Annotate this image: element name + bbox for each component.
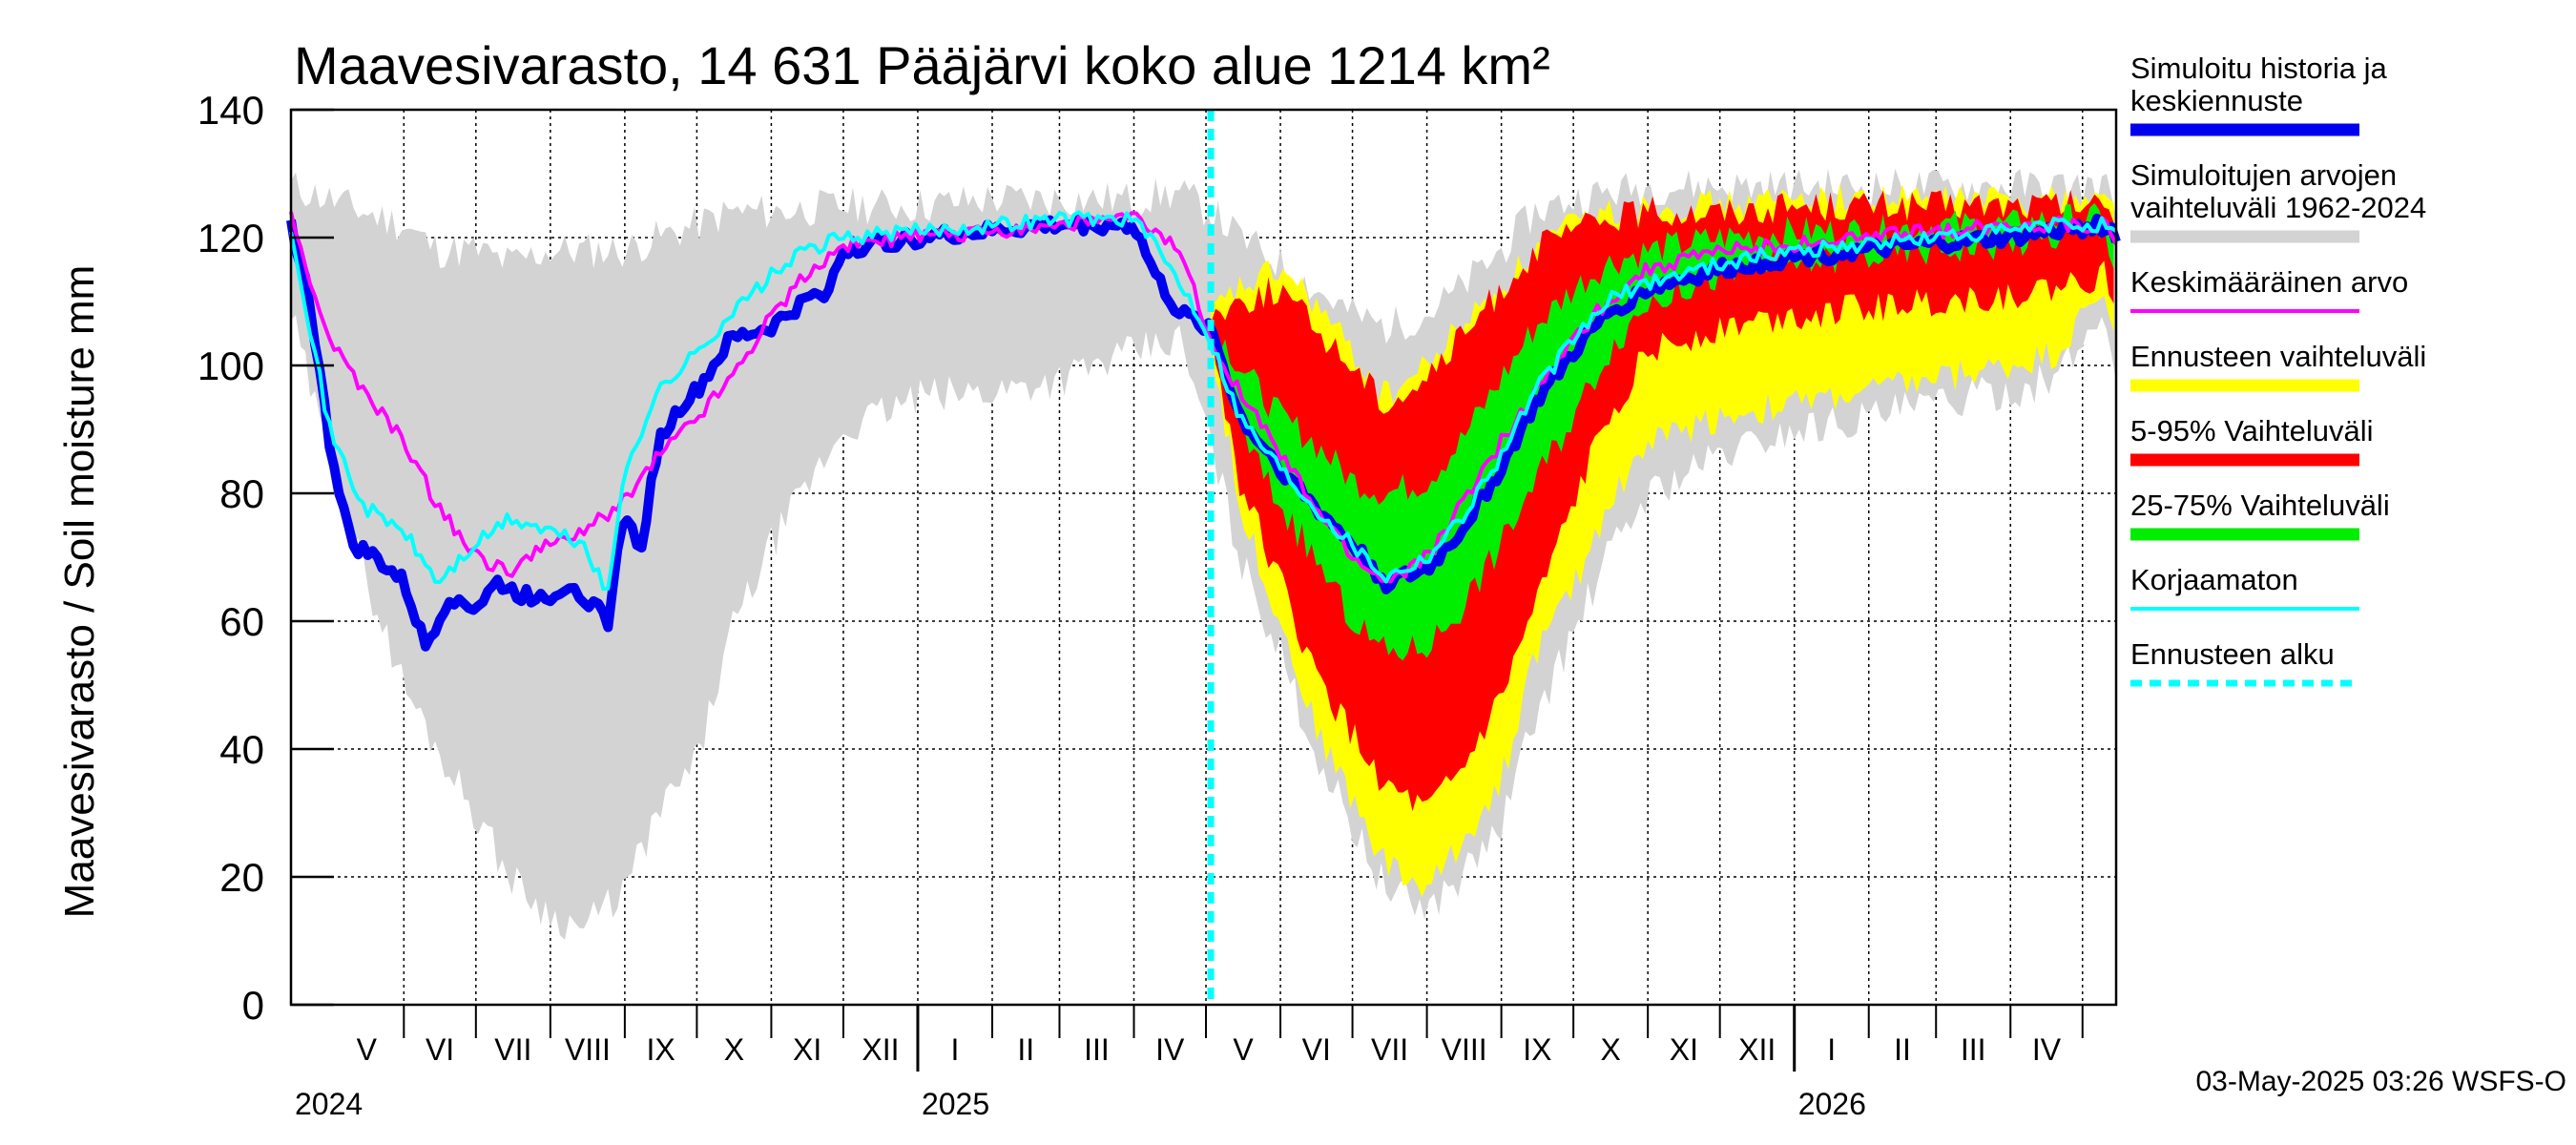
legend-item: Korjaamaton: [2130, 563, 2359, 611]
month-label: X: [724, 1032, 744, 1067]
legend-label: vaihteluväli 1962-2024: [2130, 191, 2426, 224]
year-label: 2024: [295, 1087, 363, 1121]
legend-label: Simuloitu historia ja: [2130, 52, 2388, 85]
legend-label: keskiennuste: [2130, 84, 2303, 117]
month-label: IV: [1155, 1032, 1185, 1067]
month-label: X: [1600, 1032, 1620, 1067]
month-label: VIII: [565, 1032, 611, 1067]
legend-item: 25-75% Vaihteluväli: [2130, 489, 2390, 541]
month-label: VIII: [1442, 1032, 1487, 1067]
legend: Simuloitu historia jakeskiennusteSimuloi…: [2130, 52, 2426, 687]
legend-label: Ennusteen vaihteluväli: [2130, 340, 2426, 373]
month-label: VI: [426, 1032, 454, 1067]
y-tick-label: 80: [219, 471, 264, 516]
month-label: I: [951, 1032, 960, 1067]
month-label: XII: [1738, 1032, 1776, 1067]
y-tick-label: 20: [219, 855, 264, 900]
y-tick-label: 100: [197, 344, 264, 388]
month-label: I: [1827, 1032, 1836, 1067]
y-axis-label: Maavesivarasto / Soil moisture mm: [56, 265, 103, 919]
y-tick-label: 40: [219, 727, 264, 772]
month-label: III: [1084, 1032, 1110, 1067]
month-label: V: [357, 1032, 378, 1067]
legend-item: Ennusteen vaihteluväli: [2130, 340, 2426, 392]
month-label: IX: [1523, 1032, 1551, 1067]
legend-label: Korjaamaton: [2130, 563, 2298, 596]
legend-item: Keskimääräinen arvo: [2130, 265, 2408, 313]
x-axis: V VI VII VIII IX X XI XII I II III IV V VI VII VIII IX X X…: [295, 1005, 2084, 1121]
month-label: XI: [793, 1032, 821, 1067]
data-series: [286, 168, 2121, 940]
month-label: V: [1233, 1032, 1254, 1067]
month-label: IX: [647, 1032, 675, 1067]
legend-label: 5-95% Vaihteluväli: [2130, 414, 2373, 448]
legend-item: Ennusteen alku: [2130, 637, 2359, 687]
month-label: XI: [1670, 1032, 1698, 1067]
month-label: II: [1894, 1032, 1911, 1067]
month-label: VII: [494, 1032, 531, 1067]
series-line-5: [289, 211, 2118, 584]
plot-frame: [289, 108, 2118, 1007]
y-tick-label: 140: [197, 88, 264, 133]
month-label: XII: [862, 1032, 899, 1067]
series-line-6: [289, 210, 2118, 592]
month-label: II: [1017, 1032, 1034, 1067]
y-tick-label: 60: [219, 599, 264, 644]
legend-label: Ennusteen alku: [2130, 637, 2335, 671]
y-tick-label: 0: [242, 983, 264, 1028]
month-label: IV: [2032, 1032, 2062, 1067]
month-label: III: [1961, 1032, 1986, 1067]
band-2: [1211, 189, 2114, 812]
month-label: VI: [1302, 1032, 1331, 1067]
month-label: VII: [1371, 1032, 1408, 1067]
timestamp-footer: 03-May-2025 03:26 WSFS-O: [2196, 1066, 2567, 1097]
y-tick-label: 120: [197, 216, 264, 260]
legend-label: Simuloitujen arvojen: [2130, 158, 2397, 192]
year-label: 2026: [1798, 1087, 1866, 1121]
year-label: 2025: [922, 1087, 989, 1121]
legend-label: 25-75% Vaihteluväli: [2130, 489, 2390, 522]
legend-label: Keskimääräinen arvo: [2130, 265, 2408, 299]
y-axis: 0 20 40 60 80 100 120 140: [197, 88, 334, 1028]
chart-title: Maavesivarasto, 14 631 Pääjärvi koko alu…: [294, 35, 1550, 95]
legend-item: 5-95% Vaihteluväli: [2130, 414, 2373, 467]
